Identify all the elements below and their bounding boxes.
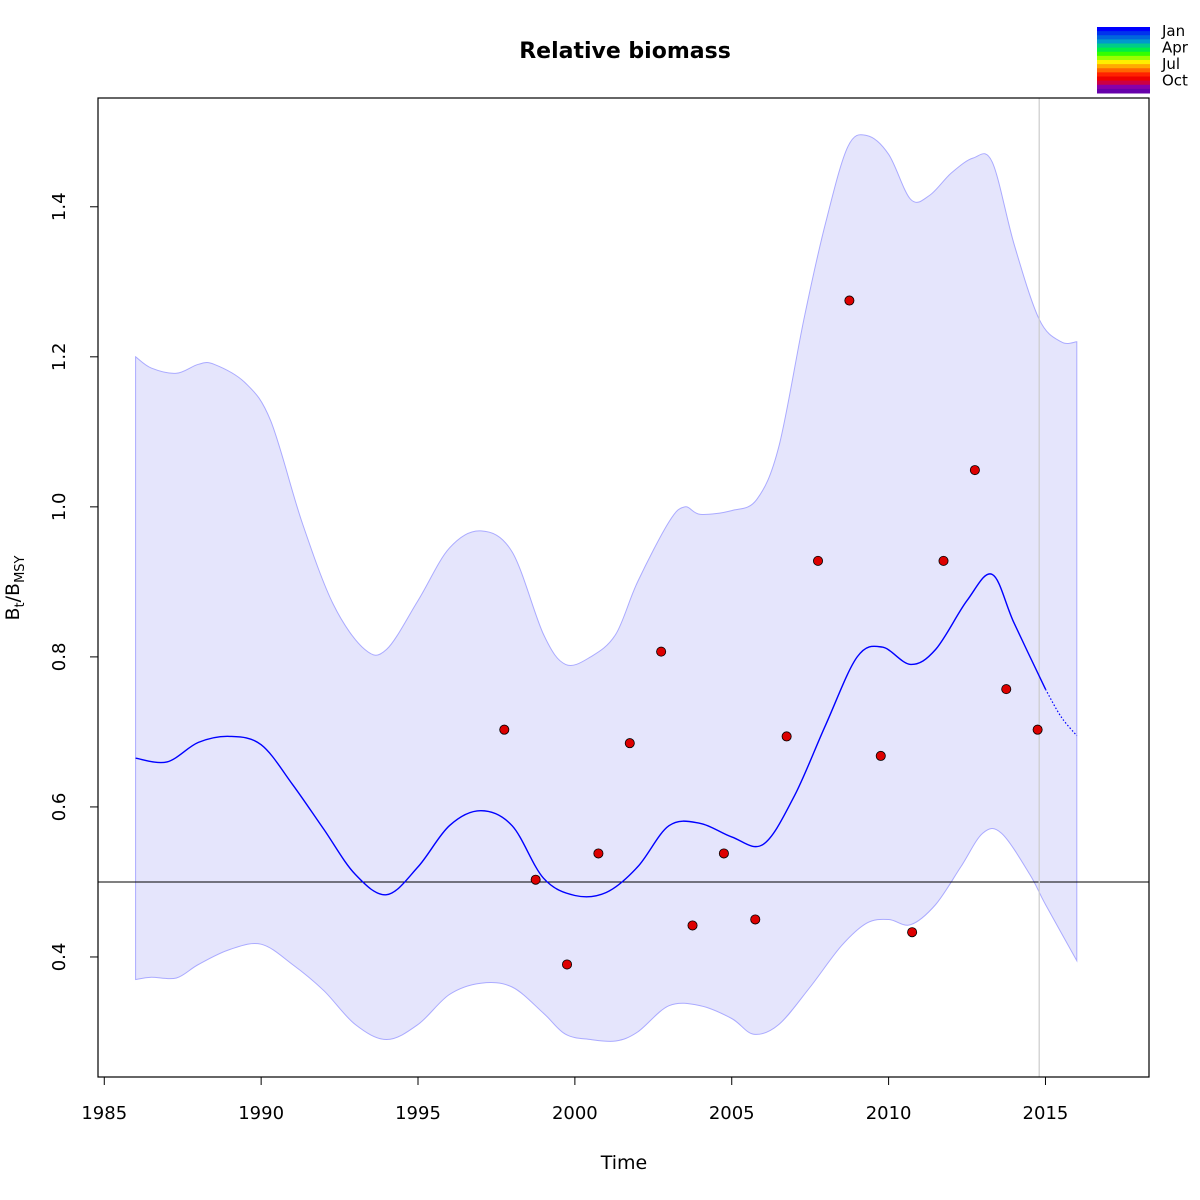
legend-month-label: Apr xyxy=(1162,39,1189,57)
x-tick-label: 1990 xyxy=(238,1103,284,1124)
x-axis-label: Time xyxy=(600,1152,648,1174)
observation-point xyxy=(718,848,729,859)
observation-point xyxy=(1001,684,1012,695)
observation-point xyxy=(969,465,980,476)
observation-point xyxy=(907,927,918,938)
legend-month-label: Jul xyxy=(1161,55,1180,73)
legend-color-band xyxy=(1097,60,1150,65)
observation-point xyxy=(656,646,667,657)
x-tick-label: 2005 xyxy=(709,1103,755,1124)
legend-color-band xyxy=(1097,72,1150,77)
y-label-sub-msy: MSY xyxy=(13,555,28,582)
observation-points-layer xyxy=(499,295,1043,970)
observation-point xyxy=(781,731,792,742)
y-label-sep: /B xyxy=(2,583,24,602)
x-tick-label: 2010 xyxy=(866,1103,912,1124)
x-tick-label: 1995 xyxy=(395,1103,441,1124)
y-tick-label: 0.6 xyxy=(49,793,70,822)
legend-color-band xyxy=(1097,88,1150,94)
y-tick-label: 0.4 xyxy=(49,943,70,972)
observation-point xyxy=(875,750,886,761)
observation-point xyxy=(1032,724,1043,735)
observation-point xyxy=(624,738,635,749)
observation-point xyxy=(844,295,855,306)
legend-month-label: Jan xyxy=(1161,22,1185,40)
y-axis-label: Bt/BMSY xyxy=(2,555,28,620)
legend-color-band xyxy=(1097,55,1150,61)
observation-point xyxy=(750,914,761,925)
y-label-base: B xyxy=(2,607,24,620)
x-tick-label: 2015 xyxy=(1023,1103,1069,1124)
confidence-band-layer xyxy=(135,134,1078,1042)
observation-point xyxy=(593,848,604,859)
observation-point xyxy=(687,920,698,931)
confidence-band xyxy=(135,134,1078,1042)
y-label-sub-t: t xyxy=(13,602,28,607)
legend-color-band xyxy=(1097,76,1150,82)
y-tick-label: 1.2 xyxy=(49,342,70,371)
estimate-line xyxy=(135,573,1047,898)
legend-color-band xyxy=(1097,80,1150,86)
observation-point xyxy=(938,555,949,566)
observation-point xyxy=(562,959,573,970)
y-tick-label: 0.8 xyxy=(49,643,70,672)
observation-point xyxy=(530,874,541,885)
observation-point xyxy=(813,555,824,566)
x-axis: 1985 1990 1995 2000 2005 2010 2015 xyxy=(81,1076,1069,1124)
legend-color-band xyxy=(1097,47,1150,53)
estimate-line-layer xyxy=(98,98,1149,1077)
y-tick-label: 1.0 xyxy=(49,493,70,522)
forecast-line xyxy=(1044,688,1078,737)
legend-color-band xyxy=(1097,31,1150,36)
x-tick-label: 2000 xyxy=(552,1103,598,1124)
legend-color-band xyxy=(1097,35,1150,40)
legend-color-band xyxy=(1097,27,1150,32)
legend-color-band xyxy=(1097,43,1150,49)
legend-color-band xyxy=(1097,51,1150,57)
observation-point xyxy=(499,724,510,735)
legend-color-band xyxy=(1097,84,1150,90)
legend-month-label: Oct xyxy=(1162,72,1188,90)
legend-color-band xyxy=(1097,39,1150,44)
legend-color-band xyxy=(1097,64,1150,69)
y-axis: 0.4 0.6 0.8 1.0 1.2 1.4 xyxy=(49,192,99,972)
y-tick-label: 1.4 xyxy=(49,192,70,221)
chart-title: Relative biomass xyxy=(519,39,731,64)
x-tick-label: 1985 xyxy=(81,1103,127,1124)
legend-color-band xyxy=(1097,68,1150,73)
